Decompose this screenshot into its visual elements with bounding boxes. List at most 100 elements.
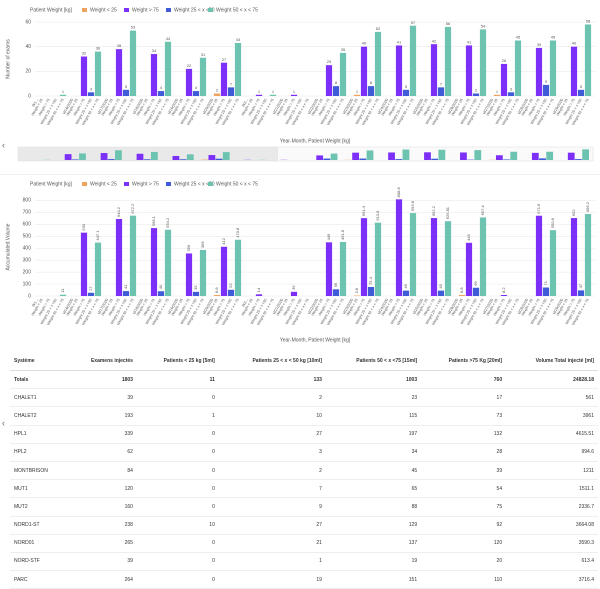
table-cell: 561 bbox=[506, 389, 598, 407]
table-cell: 264 bbox=[68, 571, 137, 589]
bar bbox=[151, 228, 157, 296]
navigator-bar bbox=[173, 156, 180, 160]
y-tick-label: 40 bbox=[25, 44, 31, 50]
bar bbox=[438, 291, 444, 296]
y-tick-label: 60 bbox=[25, 19, 31, 25]
data-label: 644.2 bbox=[116, 206, 121, 217]
table-cell: NORD01 bbox=[10, 534, 68, 552]
table-cell: 238 bbox=[68, 516, 137, 534]
data-label: 40 bbox=[362, 41, 367, 46]
navigator-bar bbox=[431, 159, 438, 160]
y-tick-label: 300 bbox=[23, 257, 32, 263]
column-header[interactable]: Patients 50 < x <75 [15ml] bbox=[326, 352, 421, 371]
table-cell: 17 bbox=[421, 389, 506, 407]
table-cell: HPL2 bbox=[10, 443, 68, 461]
table-cell: 23 bbox=[326, 389, 421, 407]
data-label: 672.2 bbox=[130, 203, 135, 214]
column-header[interactable]: Patients 25 < x < 50 kg [10ml] bbox=[219, 352, 326, 371]
table-cell: 19 bbox=[326, 552, 421, 570]
bar bbox=[165, 230, 171, 296]
column-header[interactable]: Volume Total injecté [ml] bbox=[506, 352, 598, 371]
bar bbox=[431, 44, 437, 96]
navigator-bar bbox=[108, 159, 115, 160]
table-cell: CHALET1 bbox=[10, 389, 68, 407]
bar bbox=[256, 294, 262, 296]
navigator-bar bbox=[223, 152, 230, 160]
collapse-arrow[interactable]: ‹ bbox=[2, 418, 5, 428]
table-cell: 1003 bbox=[326, 371, 421, 389]
data-label: 40 bbox=[572, 41, 577, 46]
data-label: 56 bbox=[333, 282, 338, 287]
column-header[interactable]: Patients >75 Kg [20ml] bbox=[421, 352, 506, 371]
navigator-bar bbox=[496, 155, 503, 160]
data-label: 445 bbox=[466, 233, 471, 240]
data-label: 45 bbox=[438, 283, 443, 288]
data-label: 412 bbox=[221, 237, 226, 244]
bar bbox=[571, 47, 577, 96]
navigator-bar bbox=[72, 159, 79, 160]
data-label: 35 bbox=[341, 47, 346, 52]
collapse-arrow[interactable]: ‹ bbox=[2, 140, 5, 150]
bar bbox=[466, 45, 472, 96]
data-label: 41 bbox=[467, 39, 472, 44]
bar bbox=[326, 65, 332, 96]
bar bbox=[396, 199, 402, 296]
column-header[interactable]: Patients < 25 kg [5ml] bbox=[137, 352, 219, 371]
bar bbox=[368, 86, 374, 96]
navigator-window[interactable] bbox=[18, 147, 278, 161]
data-label: 31 bbox=[201, 52, 206, 57]
column-header[interactable]: Système bbox=[10, 352, 68, 371]
column-header[interactable]: Examens injectés bbox=[68, 352, 137, 371]
data-label: 32 bbox=[82, 51, 87, 56]
bar bbox=[270, 95, 276, 96]
navigator-bar bbox=[395, 159, 402, 160]
legend-swatch bbox=[82, 182, 87, 186]
data-label: 625.81 bbox=[445, 206, 450, 219]
navigator-bar bbox=[79, 153, 86, 160]
data-label: 57 bbox=[411, 20, 416, 25]
bar bbox=[480, 217, 486, 296]
data-label: 42 bbox=[432, 38, 437, 43]
bar bbox=[473, 288, 479, 296]
legend-swatch bbox=[166, 182, 171, 186]
bar bbox=[81, 233, 87, 296]
bar bbox=[256, 95, 262, 96]
y-tick-label: 200 bbox=[23, 269, 32, 275]
table-cell: 27 bbox=[219, 425, 326, 443]
bar bbox=[459, 295, 465, 296]
data-label: 54 bbox=[481, 23, 486, 28]
data-label: 27 bbox=[88, 286, 93, 291]
y-tick-label: 600 bbox=[23, 222, 32, 228]
navigator-bar bbox=[187, 154, 194, 160]
navigator-bar bbox=[510, 152, 517, 160]
table-cell: 24828.18 bbox=[506, 371, 598, 389]
bar bbox=[221, 247, 227, 296]
bar bbox=[88, 92, 94, 96]
bar bbox=[95, 52, 101, 96]
table-cell: 20 bbox=[421, 552, 506, 570]
navigator-bar bbox=[323, 159, 330, 160]
data-label: 25 bbox=[327, 59, 332, 64]
table-cell: 34 bbox=[326, 443, 421, 461]
bar bbox=[361, 218, 367, 296]
table-cell: 45 bbox=[326, 461, 421, 479]
data-label: 53 bbox=[131, 25, 136, 30]
bar bbox=[165, 42, 171, 96]
table-cell: 193 bbox=[68, 407, 137, 425]
table-cell: 0 bbox=[137, 498, 219, 516]
data-label: 56 bbox=[446, 21, 451, 26]
data-label: 27 bbox=[222, 57, 227, 62]
bar bbox=[536, 48, 542, 96]
data-label: 44 bbox=[166, 36, 171, 41]
table-cell: 160 bbox=[68, 498, 137, 516]
bar bbox=[445, 221, 451, 296]
table-cell: 1211 bbox=[506, 461, 598, 479]
navigator-bar bbox=[460, 152, 467, 160]
bar bbox=[130, 31, 136, 96]
